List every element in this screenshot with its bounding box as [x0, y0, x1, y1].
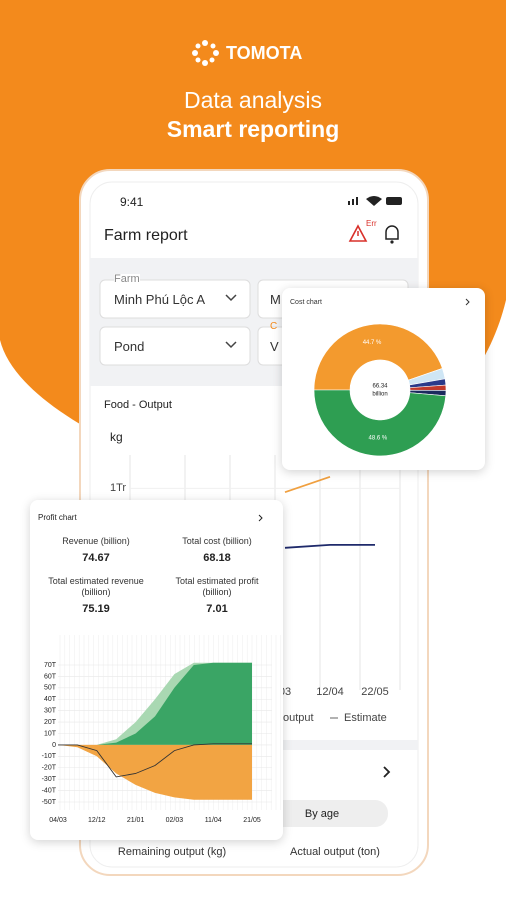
brand: TOMOTA	[226, 43, 303, 63]
y-tick-label: 70T	[44, 662, 57, 669]
column-label: Remaining output (kg)	[117, 846, 227, 858]
alert-label: Err	[366, 219, 377, 228]
y-tick-label: 50T	[44, 685, 57, 692]
x-tick-label: 21/05	[243, 817, 261, 824]
pond-select[interactable]	[99, 326, 251, 366]
stat-value: 75.19	[82, 603, 110, 615]
stat: Total cost (billion) 68.18	[161, 536, 273, 564]
stat-value: 74.67	[82, 552, 110, 564]
section-title: Food - Output	[104, 399, 172, 411]
profit-chart: Profit chart 70T 60T 50T 40T 30T 20T 10T 0 -10T -…	[38, 513, 282, 824]
select-value: V	[270, 339, 279, 354]
card-title: Cost chart	[290, 299, 322, 306]
y-tick-label: -30T	[42, 776, 57, 783]
select-value: M	[270, 292, 281, 307]
donut-slice	[313, 389, 447, 457]
stat-label: Total estimated revenue (billion)	[48, 576, 144, 597]
by-age-pill[interactable]	[255, 800, 388, 827]
warning-icon	[348, 224, 368, 242]
field-label: Farm	[114, 273, 140, 285]
y-tick-label: -10T	[42, 753, 57, 760]
chevron	[225, 341, 237, 349]
chevron-right[interactable]	[383, 766, 391, 778]
stat-value: 7.01	[206, 603, 228, 615]
slice-label: 44.7 %	[363, 340, 382, 346]
cost-card[interactable]: Cost chart 44.7 % 48.6 % 66.34 billion	[282, 288, 485, 470]
profit-card[interactable]: Profit chart 70T 60T 50T 40T 30T 20T 10T 0 -10T -…	[30, 500, 283, 840]
y-tick-label: 30T	[44, 708, 57, 715]
stat-label: Total estimated profit (billion)	[175, 576, 259, 597]
slice-label: 48.6 %	[369, 436, 388, 442]
area	[58, 662, 252, 745]
legend-label: output	[283, 712, 314, 724]
status-icons	[348, 196, 402, 206]
bell-icon[interactable]	[385, 225, 399, 244]
x-tick-label: 21/01	[127, 817, 145, 824]
legend-label: Estimate	[344, 712, 387, 724]
stat: Total estimated profit (billion) 7.01	[161, 576, 273, 615]
select-value: Minh Phú Lộc A	[114, 292, 206, 307]
x-tick-label: 22/05	[361, 686, 389, 698]
x-tick-label: 02/03	[166, 817, 184, 824]
chevron-right[interactable]	[258, 514, 263, 522]
y-tick-label: -40T	[42, 787, 57, 794]
x-tick-label: 04/03	[49, 817, 67, 824]
line	[284, 475, 331, 494]
chevron-right[interactable]	[465, 298, 470, 306]
line	[284, 544, 375, 549]
y-tick-label: 20T	[44, 719, 57, 726]
y-tick-label: 10T	[44, 730, 57, 737]
field-label: C	[270, 321, 278, 332]
unit-label: kg	[110, 430, 123, 444]
y-tick-label: -20T	[42, 765, 57, 772]
logo-icon	[192, 40, 219, 66]
stat-label: Total cost (billion)	[182, 536, 252, 546]
by-age[interactable]: By age	[304, 808, 340, 820]
area	[58, 744, 252, 800]
y-tick-label: 60T	[44, 673, 57, 680]
y-tick-label: -50T	[42, 799, 57, 806]
y-tick-label: 40T	[44, 696, 57, 703]
headline: Data analysis	[183, 87, 323, 113]
x-tick-label: 12/04	[316, 686, 344, 698]
page-title: Farm report	[104, 227, 188, 244]
stat-label: Revenue (billion)	[62, 536, 130, 546]
farm-select[interactable]	[99, 279, 251, 319]
donut-slice	[313, 323, 443, 391]
headline: Smart reporting	[166, 116, 340, 142]
x-tick-label: 11/04	[205, 817, 222, 824]
select-value: Pond	[114, 339, 145, 354]
stat: Revenue (billion) 74.67	[40, 536, 152, 564]
x-tick-label: 12/12	[88, 817, 106, 824]
line	[58, 743, 252, 778]
chevron	[225, 294, 237, 302]
stat-value: 68.18	[203, 552, 231, 564]
cost-chart: Cost chart 44.7 % 48.6 % 66.34 billion	[290, 298, 470, 457]
y-tick-label: 0	[52, 742, 56, 749]
status-time: 9:41	[120, 195, 144, 209]
center-value: 66.34	[372, 384, 388, 390]
column-label: Actual output (ton)	[290, 846, 380, 858]
y-tick-label: 1Tr	[110, 482, 126, 494]
stat: Total estimated revenue (billion) 75.19	[40, 576, 152, 615]
card-title: Profit chart	[38, 513, 77, 522]
center-unit: billion	[372, 392, 387, 398]
